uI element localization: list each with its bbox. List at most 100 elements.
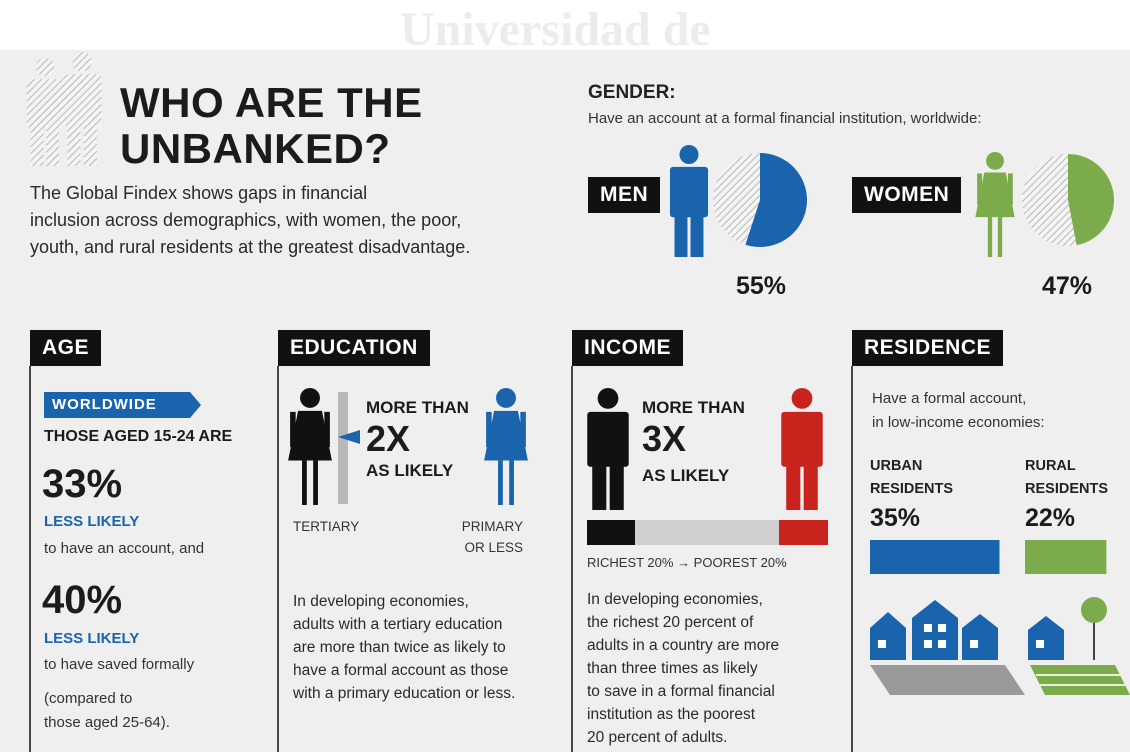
body-line: to save in a formal financial xyxy=(587,680,775,703)
percent: 55% xyxy=(736,272,786,301)
title-line: UNBANKED? xyxy=(120,126,391,172)
body-line: institution as the poorest xyxy=(587,703,755,726)
label-box: MEN xyxy=(588,177,660,213)
icon-leg xyxy=(786,459,800,510)
icon-leg xyxy=(610,459,624,510)
icon-head xyxy=(792,388,813,409)
body-line: adults in a country are more xyxy=(587,634,779,657)
claim: MORE THAN xyxy=(642,398,745,418)
label-box: WOMEN xyxy=(852,177,961,213)
body-line: 20 percent of adults. xyxy=(587,726,727,749)
houses xyxy=(870,600,1064,660)
icon-head xyxy=(986,152,1004,170)
age-note: (compared to xyxy=(44,690,132,707)
age-lead: THOSE AGED 15-24 ARE xyxy=(44,428,232,446)
bar xyxy=(1025,540,1106,574)
icon-body xyxy=(27,79,64,128)
emphasis: LESS LIKELY xyxy=(44,630,139,647)
icon-leg xyxy=(988,217,992,257)
icon-leg xyxy=(67,118,80,166)
group-label: RESIDENTS xyxy=(1025,481,1108,497)
icon-body xyxy=(587,412,628,467)
intro-line: The Global Findex shows gaps in financia… xyxy=(30,180,367,207)
body-line: In developing economies, xyxy=(587,588,763,611)
tag-label: WORLDWIDE xyxy=(52,396,157,413)
icon-head xyxy=(300,388,320,408)
icon-arm xyxy=(1008,173,1013,205)
scale-label: OR LESS xyxy=(452,540,523,555)
claim: MORE THAN xyxy=(366,398,469,418)
scale xyxy=(338,392,348,504)
figure: 40% xyxy=(42,578,122,623)
icon-body xyxy=(781,412,822,467)
figure: 33% xyxy=(42,462,122,507)
title-line: WHO ARE THE xyxy=(120,80,423,126)
icon-leg xyxy=(498,461,503,505)
age-note: those aged 25-64). xyxy=(44,714,170,731)
scale-label: RICHEST 20% → POOREST 20% xyxy=(587,555,787,570)
residence-note: Have a formal account, xyxy=(872,390,1026,407)
icon-arm xyxy=(290,412,296,447)
intro-line: youth, and rural residents at the greate… xyxy=(30,234,470,261)
body-line: with a primary education or less. xyxy=(293,682,515,705)
age-text: to have an account, and xyxy=(44,540,204,557)
body-line: adults with a tertiary education xyxy=(293,613,502,636)
gender-subtitle: Have an account at a formal financial in… xyxy=(588,110,982,127)
group-label: RURAL xyxy=(1025,458,1076,474)
gender-heading: GENDER: xyxy=(588,82,676,104)
icon-leg xyxy=(804,459,818,510)
icon-leg xyxy=(302,461,307,505)
icon-leg xyxy=(509,461,514,505)
section-heading: AGE xyxy=(30,330,101,366)
percent: 22% xyxy=(1025,504,1075,533)
icon-leg xyxy=(84,118,97,166)
icon-arm xyxy=(486,412,492,447)
claim-figure: 3X xyxy=(642,418,686,460)
percent: 35% xyxy=(870,504,920,533)
icon-head xyxy=(496,388,516,408)
group-label: URBAN xyxy=(870,458,922,474)
scale-label: TERTIARY xyxy=(293,519,359,534)
section-heading: RESIDENCE xyxy=(852,330,1003,366)
claim: AS LIKELY xyxy=(642,466,729,486)
body-line: have a formal account as those xyxy=(293,659,508,682)
icon-leg xyxy=(691,210,704,257)
claim-figure: 2X xyxy=(366,418,410,460)
emphasis: LESS LIKELY xyxy=(44,513,139,530)
intro-line: inclusion across demographics, with wome… xyxy=(30,207,461,234)
icon-body xyxy=(670,167,708,217)
icon-arm xyxy=(977,173,982,205)
icon-leg xyxy=(998,217,1002,257)
icon-leg xyxy=(592,459,606,510)
scale-middle xyxy=(635,520,779,545)
icon-leg xyxy=(46,121,58,166)
body-line: the richest 20 percent of xyxy=(587,611,753,634)
body-line: than three times as likely xyxy=(587,657,758,680)
section-heading: EDUCATION xyxy=(278,330,430,366)
icon-leg xyxy=(31,121,43,166)
age-text: to have saved formally xyxy=(44,656,194,673)
icon-body xyxy=(63,74,102,125)
icon-head xyxy=(598,388,619,409)
icon-leg xyxy=(675,210,688,257)
pie-wedge xyxy=(1068,154,1114,245)
bar xyxy=(870,540,1000,574)
body-line: are more than twice as likely to xyxy=(293,636,506,659)
icon-head xyxy=(36,58,54,76)
percent: 47% xyxy=(1042,272,1092,301)
icon-arm xyxy=(324,412,330,447)
body-line: In developing economies, xyxy=(293,590,469,613)
icon-arm xyxy=(520,412,526,447)
claim: AS LIKELY xyxy=(366,461,453,481)
residence-note: in low-income economies: xyxy=(872,414,1045,431)
icon-head xyxy=(679,145,698,164)
section-heading: INCOME xyxy=(572,330,683,366)
scale-label: PRIMARY xyxy=(452,519,523,534)
icon-head xyxy=(72,52,91,71)
icon-leg xyxy=(313,461,318,505)
page: {"watermark": "Universidad de", "header"… xyxy=(0,0,1130,752)
field xyxy=(1030,665,1130,695)
scale-poor xyxy=(779,520,828,545)
tree xyxy=(1081,597,1107,623)
group-label: RESIDENTS xyxy=(870,481,953,497)
